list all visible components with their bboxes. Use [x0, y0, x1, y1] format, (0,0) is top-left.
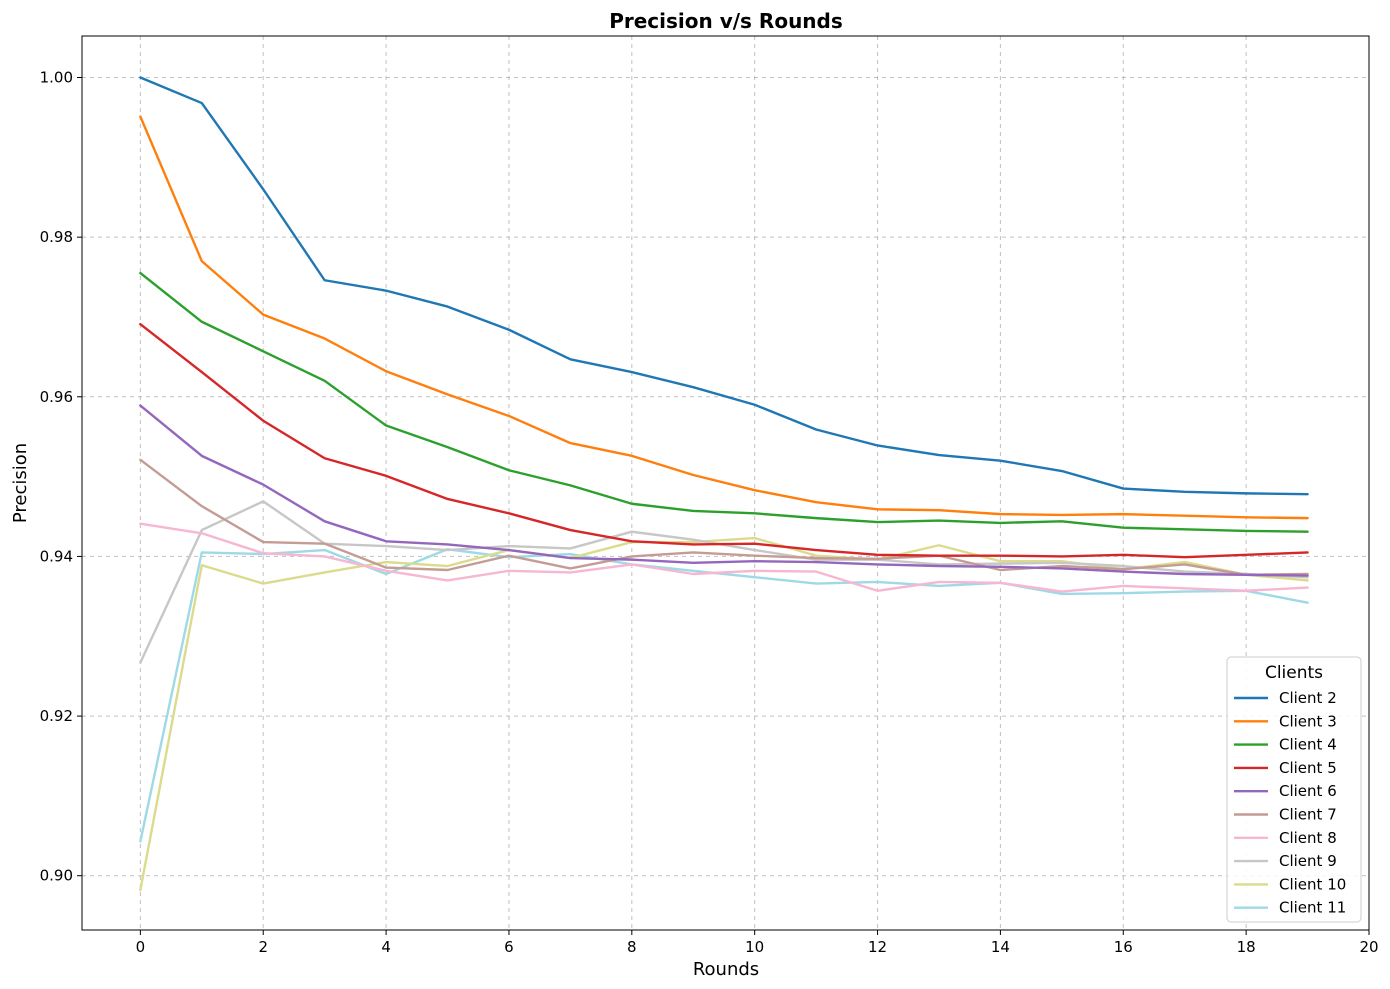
x-tick-label: 8 — [627, 938, 637, 956]
y-axis-ticks: 0.90 0.92 0.94 0.96 0.98 1.00 — [40, 69, 82, 885]
legend-item-client-8: Client 8 — [1234, 829, 1337, 847]
y-axis-label: Precision — [10, 443, 31, 523]
series-line-client-7 — [139, 458, 1309, 576]
y-tick-label: 0.98 — [40, 228, 73, 246]
series-line-client-8 — [139, 522, 1309, 593]
legend-label: Client 8 — [1279, 829, 1337, 847]
x-tick-label: 18 — [1237, 938, 1256, 956]
legend-label: Client 3 — [1279, 712, 1337, 730]
legend: Clients Client 2 Client 3 Client 4 Client 5… — [1226, 656, 1362, 923]
series-line-client-2 — [139, 76, 1309, 496]
legend-item-client-3: Client 3 — [1234, 712, 1337, 730]
legend-label: Client 4 — [1279, 736, 1337, 754]
series-line-client-4 — [139, 271, 1309, 533]
legend-label: Client 5 — [1279, 759, 1337, 777]
legend-title: Clients — [1265, 663, 1323, 683]
legend-label: Client 9 — [1279, 852, 1337, 870]
x-tick-label: 2 — [258, 938, 268, 956]
x-tick-label: 0 — [136, 938, 146, 956]
legend-item-client-2: Client 2 — [1234, 689, 1337, 707]
series-line-client-9 — [139, 500, 1309, 664]
x-tick-label: 20 — [1359, 938, 1378, 956]
y-tick-label: 0.90 — [40, 867, 73, 885]
legend-item-client-4: Client 4 — [1234, 736, 1337, 754]
series-line-client-6 — [139, 404, 1309, 577]
legend-item-client-11: Client 11 — [1234, 899, 1346, 917]
legend-items: Client 2 Client 3 Client 4 Client 5 Client 6… — [1234, 689, 1346, 917]
series-line-client-10 — [139, 536, 1309, 892]
legend-box — [1226, 656, 1362, 923]
y-tick-label: 0.92 — [40, 707, 73, 725]
chart-title: Precision v/s Rounds — [609, 9, 843, 33]
legend-item-client-9: Client 9 — [1234, 852, 1337, 870]
y-tick-label: 0.96 — [40, 388, 73, 406]
x-tick-label: 14 — [991, 938, 1010, 956]
legend-label: Client 11 — [1279, 899, 1346, 917]
x-axis-label: Rounds — [693, 959, 759, 980]
y-tick-label: 0.94 — [40, 547, 73, 565]
x-axis-ticks: 0 2 4 6 8 10 12 14 16 18 20 — [136, 930, 1379, 956]
legend-label: Client 7 — [1279, 806, 1337, 824]
legend-item-client-7: Client 7 — [1234, 806, 1337, 824]
x-tick-label: 16 — [1114, 938, 1133, 956]
legend-item-client-10: Client 10 — [1234, 875, 1346, 893]
x-tick-label: 10 — [745, 938, 764, 956]
legend-item-client-6: Client 6 — [1234, 782, 1337, 800]
x-tick-label: 4 — [381, 938, 391, 956]
x-tick-label: 12 — [868, 938, 887, 956]
plot-frame — [81, 35, 1370, 931]
series-line-client-11 — [139, 548, 1309, 843]
series-lines — [139, 76, 1309, 892]
legend-label: Client 2 — [1279, 689, 1337, 707]
series-line-client-5 — [139, 322, 1309, 559]
x-tick-label: 6 — [504, 938, 514, 956]
legend-label: Client 6 — [1279, 782, 1337, 800]
y-tick-label: 1.00 — [40, 69, 73, 87]
legend-label: Client 10 — [1279, 875, 1346, 893]
legend-item-client-5: Client 5 — [1234, 759, 1337, 777]
series-line-client-3 — [139, 115, 1309, 520]
